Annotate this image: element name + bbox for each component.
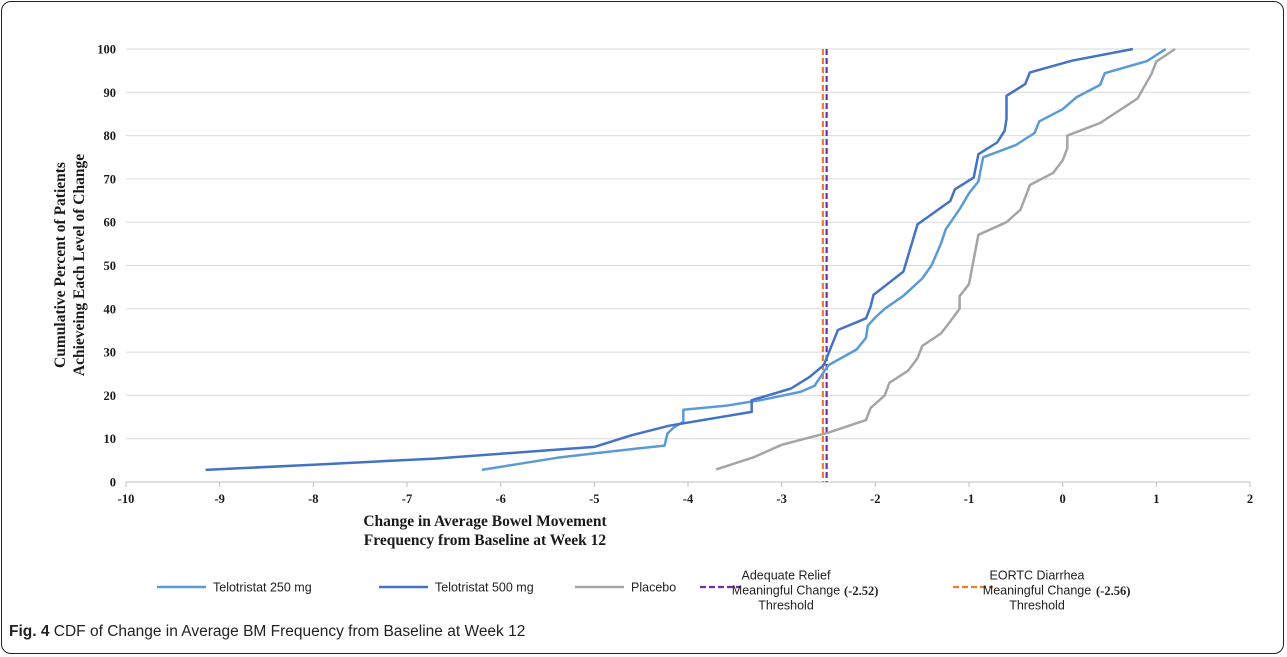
legend-label-2: Placebo — [631, 581, 676, 595]
x-tick-label: -9 — [214, 492, 224, 506]
figure-label: Fig. 4 — [9, 623, 49, 640]
y-tick-label: 10 — [104, 432, 117, 446]
legend-threshold-label-1: EORTC Diarrhea — [990, 569, 1085, 583]
legend-threshold-value-1: (-2.56) — [1096, 584, 1130, 598]
y-tick-label: 50 — [104, 259, 117, 273]
y-tick-label: 40 — [104, 302, 117, 316]
figure-caption: Fig. 4 CDF of Change in Average BM Frequ… — [9, 623, 525, 641]
y-tick-label: 100 — [97, 43, 116, 57]
y-tick-label: 20 — [104, 389, 117, 403]
legend: Telotristat 250 mg Telotristat 500 mg Plac… — [157, 569, 1130, 613]
y-axis-title-line-1: Cumulative Percent of Patients — [52, 162, 69, 368]
legend-threshold-label-1: Threshold — [1009, 599, 1065, 613]
x-axis-title-line-2: Frequency from Baseline at Week 12 — [364, 532, 607, 549]
axes — [126, 482, 1250, 487]
figure-caption-text: CDF of Change in Average BM Frequency fr… — [54, 623, 526, 640]
y-tick-label: 60 — [104, 216, 117, 230]
legend-threshold-label-0: Adequate Relief — [742, 569, 831, 583]
x-tick-label: -5 — [589, 492, 599, 506]
x-axis-title-line-1: Change in Average Bowel Movement — [363, 513, 607, 530]
x-tick-label: 0 — [1060, 492, 1066, 506]
x-tick-label: -7 — [402, 492, 412, 506]
y-axis-title-line-2: Achieveing Each Level of Change — [71, 154, 88, 376]
gridlines — [126, 49, 1250, 439]
legend-threshold-label-1: Meaningful Change — [983, 584, 1091, 598]
x-tick-label: -1 — [964, 492, 974, 506]
series-line-1 — [206, 49, 1133, 470]
x-tick-label: -2 — [870, 492, 880, 506]
legend-threshold-value-0: (-2.52) — [844, 584, 878, 598]
y-tick-label: 80 — [104, 129, 117, 143]
y-tick-label: 90 — [104, 86, 117, 100]
series-lines — [206, 49, 1176, 470]
legend-label-0: Telotristat 250 mg — [213, 581, 312, 595]
y-tick-label: 70 — [104, 172, 117, 186]
legend-label-1: Telotristat 500 mg — [435, 581, 534, 595]
legend-threshold-label-0: Meaningful Change — [732, 584, 840, 598]
x-tick-label: -4 — [683, 492, 694, 506]
y-tick-label: 30 — [104, 346, 117, 360]
x-tick-label: -10 — [118, 492, 135, 506]
y-tick-label: 0 — [110, 476, 116, 490]
series-line-2 — [716, 49, 1175, 469]
legend-threshold-label-0: Threshold — [758, 599, 814, 613]
x-tick-label: -8 — [308, 492, 318, 506]
x-tick-label: 1 — [1153, 492, 1159, 506]
x-tick-label: -6 — [495, 492, 505, 506]
x-tick-label: 2 — [1247, 492, 1253, 506]
x-tick-label: -3 — [776, 492, 786, 506]
